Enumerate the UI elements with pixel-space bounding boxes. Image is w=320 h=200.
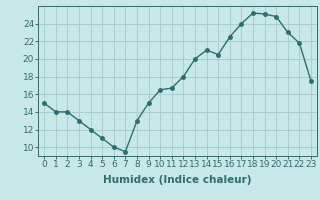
X-axis label: Humidex (Indice chaleur): Humidex (Indice chaleur) [103,175,252,185]
